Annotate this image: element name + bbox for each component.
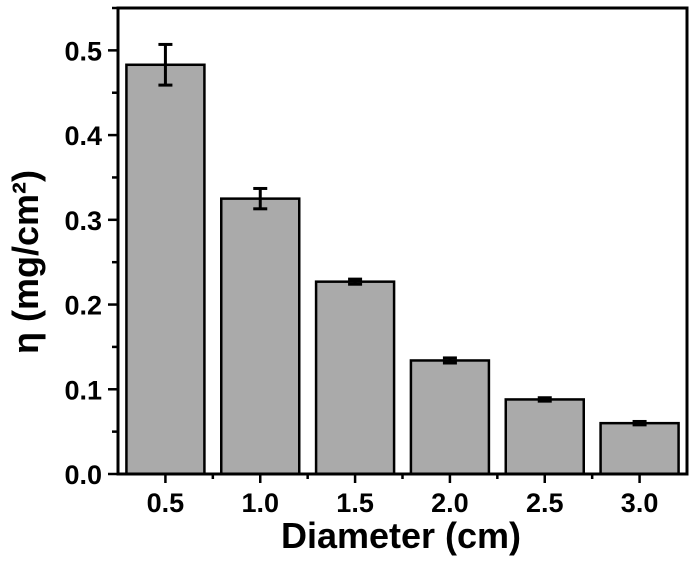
x-tick-label-4: 2.5 xyxy=(526,488,564,518)
x-tick-label-3: 2.0 xyxy=(431,488,469,518)
error-bars-layer xyxy=(158,42,647,427)
y-tick-label-5: 0.5 xyxy=(64,36,102,66)
bar-0 xyxy=(125,63,206,476)
y-axis-ticks: 0.0 0.1 0.2 0.3 0.4 0.5 xyxy=(64,6,118,490)
y-tick-label-2: 0.2 xyxy=(64,291,102,321)
bar-2 xyxy=(314,280,396,476)
x-tick-label-0: 0.5 xyxy=(147,488,185,518)
y-tick-label-0: 0.0 xyxy=(64,460,102,490)
bars-layer xyxy=(125,63,680,476)
bar-1 xyxy=(220,197,301,476)
x-tick-label-2: 1.5 xyxy=(336,488,374,518)
bar-5 xyxy=(599,421,680,476)
y-tick-label-3: 0.3 xyxy=(64,206,102,236)
bar-3 xyxy=(409,359,491,476)
y-axis-title: η (mg/cm²) xyxy=(5,170,46,354)
y-tick-label-1: 0.1 xyxy=(64,375,102,405)
x-axis-title: Diameter (cm) xyxy=(281,515,521,556)
x-tick-label-1: 1.0 xyxy=(241,488,279,518)
x-axis-ticks: 0.5 1.0 1.5 2.0 2.5 3.0 xyxy=(147,474,659,518)
x-tick-label-5: 3.0 xyxy=(621,488,659,518)
y-tick-label-4: 0.4 xyxy=(64,121,102,151)
plot-frame xyxy=(116,6,689,476)
bar-4 xyxy=(504,398,585,476)
